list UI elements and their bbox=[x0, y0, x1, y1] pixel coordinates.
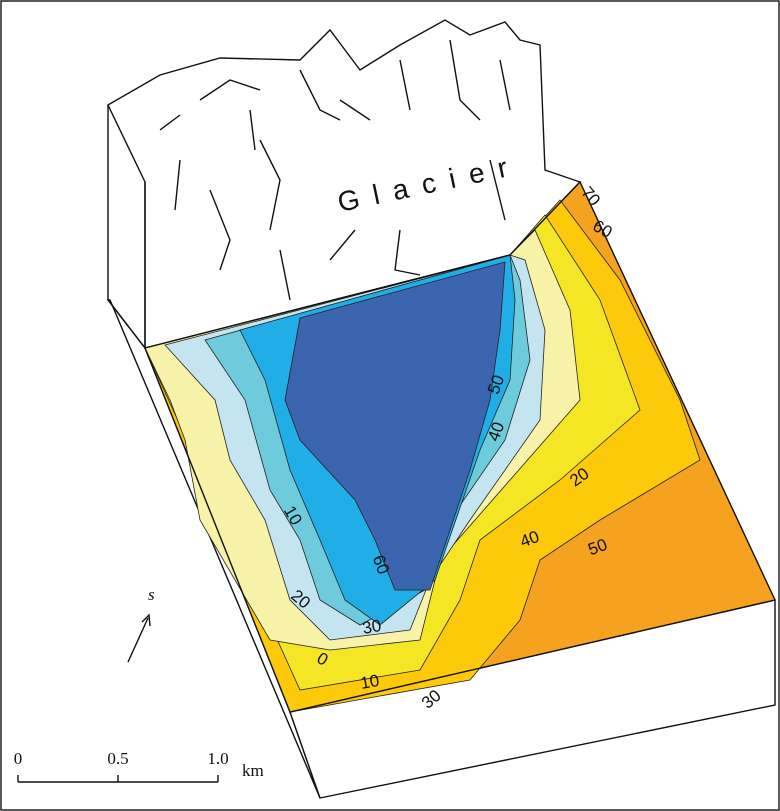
contour-label: 10 bbox=[359, 671, 381, 693]
scale-tick-label: 0 bbox=[14, 749, 23, 768]
block-diagram: s Glacier 70605040204050106020300103000.… bbox=[0, 0, 780, 811]
contour-label: 30 bbox=[361, 616, 383, 638]
scale-tick-label: 0.5 bbox=[107, 749, 128, 768]
scale-tick-label: 1.0 bbox=[207, 749, 228, 768]
scale-unit: km bbox=[242, 761, 264, 780]
direction-label: s bbox=[148, 585, 155, 604]
